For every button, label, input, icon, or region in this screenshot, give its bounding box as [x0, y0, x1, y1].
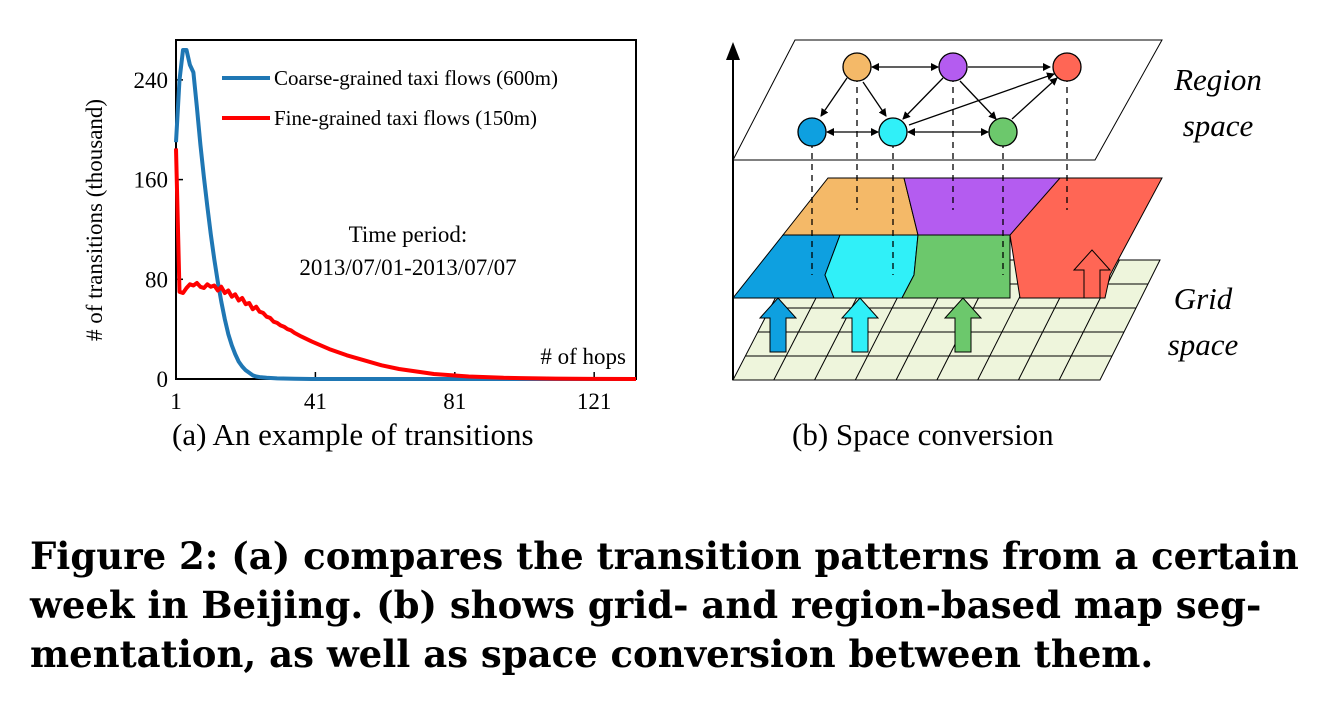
series-line-fine	[174, 148, 637, 381]
x-tick-label: 41	[304, 389, 327, 414]
series-line-coarse	[174, 48, 636, 381]
x-tick-label: 1	[170, 389, 182, 414]
figure-caption: Figure 2: (a) compares the transition pa…	[30, 532, 1320, 679]
annotation-time-period-label: Time period:	[349, 222, 468, 247]
region-node-blue	[797, 117, 827, 147]
region-space-label-1: Region	[1173, 62, 1262, 97]
annotation-time-period-dates: 2013/07/01-2013/07/07	[299, 255, 516, 280]
series-lines	[174, 48, 637, 381]
legend: Coarse-grained taxi flows (600m) Fine-gr…	[222, 66, 558, 130]
x-tick-label: 121	[577, 389, 612, 414]
grid-space-label-2: space	[1168, 327, 1239, 362]
legend-label-fine: Fine-grained taxi flows (150m)	[274, 106, 537, 130]
y-tick-label: 80	[145, 267, 168, 292]
y-axis-label: # of transitions (thousand)	[82, 99, 107, 341]
region-node-red	[1052, 52, 1082, 82]
x-axis-ticks: 1 41 81 121	[170, 372, 611, 414]
y-tick-label: 160	[134, 168, 169, 193]
figure-caption-line-3: mentation, as well as space conversion b…	[30, 632, 1154, 676]
figure-caption-line-2: week in Beijing. (b) shows grid- and reg…	[30, 583, 1262, 627]
y-tick-label: 0	[157, 367, 169, 392]
region-node-purple	[938, 52, 968, 82]
legend-label-coarse: Coarse-grained taxi flows (600m)	[274, 66, 558, 90]
space-conversion-diagram: Region space Grid space	[726, 39, 1262, 381]
subcaption-b: (b) Space conversion	[792, 417, 1054, 452]
up-arrow-red	[1072, 249, 1112, 299]
region-polygon-orange	[781, 177, 919, 236]
region-graph-edges	[820, 63, 1058, 136]
up-arrow-cyan	[840, 297, 880, 353]
region-node-green	[988, 117, 1018, 147]
figure-caption-line-1: Figure 2: (a) compares the transition pa…	[30, 534, 1299, 578]
y-tick-label: 240	[134, 68, 169, 93]
y-axis-ticks: 0 80 160 240	[134, 68, 183, 392]
region-polygon-blue	[731, 234, 841, 299]
grid-space-label-1: Grid	[1174, 281, 1233, 316]
axis-arrowhead	[726, 42, 740, 60]
plot-frame	[175, 39, 637, 380]
x-axis-label: # of hops	[540, 344, 626, 369]
region-space-label-2: space	[1183, 108, 1254, 143]
region-polygon-cyan	[824, 234, 919, 299]
region-node-cyan	[878, 117, 908, 147]
transitions-chart: 0 80 160 240 1 41 81 121 # of transitions (tho…	[82, 39, 637, 414]
projection-lines	[811, 76, 1068, 275]
region-node-orange	[842, 52, 872, 82]
up-arrow-blue	[758, 297, 798, 353]
region-polygon-green	[901, 234, 1011, 299]
up-arrow-green	[943, 297, 983, 353]
subcaption-a: (a) An example of transitions	[172, 417, 534, 452]
x-tick-label: 81	[443, 389, 466, 414]
